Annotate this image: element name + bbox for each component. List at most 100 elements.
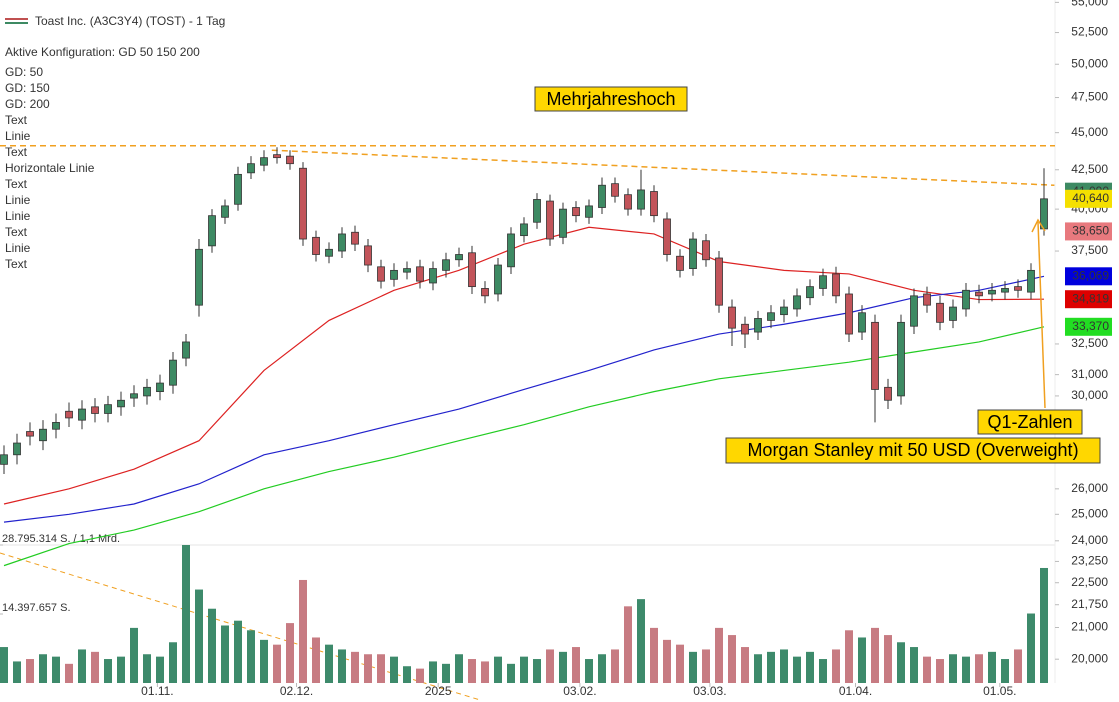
candle-body: [39, 428, 47, 442]
x-tick-label: 01.05.: [983, 684, 1016, 698]
y-tick-label: 30,000: [1071, 388, 1108, 402]
volume-bar: [234, 620, 242, 683]
candle-body: [13, 442, 21, 456]
candle-body: [1014, 286, 1022, 291]
candle-body: [910, 295, 918, 327]
volume-bar: [403, 666, 411, 683]
volume-bar: [117, 656, 125, 683]
legend-item: Horizontale Linie: [5, 161, 95, 175]
volume-bar: [923, 656, 931, 683]
price-label: 40,640: [1072, 191, 1109, 205]
y-tick-label: 21,750: [1071, 597, 1108, 611]
volume-bar: [312, 637, 320, 683]
legend-item: Linie: [5, 129, 31, 143]
price-label-box: [1065, 189, 1112, 208]
x-tick-label: 2025: [425, 684, 452, 698]
candle-body: [988, 289, 996, 295]
volume-bar: [260, 639, 268, 683]
volume-bar: [754, 654, 762, 683]
volume-bar: [702, 649, 710, 683]
candle-body: [650, 191, 658, 217]
candle-body: [884, 386, 892, 401]
candle-body: [936, 302, 944, 323]
candle-body: [273, 154, 281, 159]
candle-body: [871, 321, 879, 390]
y-tick-label: 32,500: [1071, 336, 1108, 350]
volume-bar: [273, 644, 281, 683]
volume-bar: [1014, 649, 1022, 683]
volume-bar: [767, 651, 775, 683]
candle-body: [468, 252, 476, 288]
candle-body: [91, 406, 99, 414]
candle-body: [377, 266, 385, 282]
volume-bar: [0, 647, 8, 683]
moving-average: [3, 326, 1045, 567]
candle-body: [702, 240, 710, 261]
volume-bar: [65, 663, 73, 683]
candle-body: [390, 269, 398, 280]
volume-bar: [338, 649, 346, 683]
volume-bar: [897, 642, 905, 683]
y-tick-label: 55,000: [1071, 0, 1108, 9]
y-tick-label: 52,500: [1071, 25, 1108, 39]
volume-bar: [13, 661, 21, 683]
candle-body: [832, 273, 840, 297]
volume-bar: [572, 647, 580, 683]
volume-bar: [208, 608, 216, 683]
y-tick-label: 22,500: [1071, 575, 1108, 589]
price-label-box: [1065, 290, 1112, 309]
x-tick-label: 03.03.: [693, 684, 726, 698]
volume-bar: [520, 656, 528, 683]
volume-bar: [247, 630, 255, 683]
candle-body: [728, 306, 736, 329]
price-label: 38,650: [1072, 224, 1109, 238]
volume-bar: [299, 579, 307, 683]
y-tick-label: 23,250: [1071, 554, 1108, 568]
candle-body: [845, 293, 853, 335]
candle-body: [312, 236, 320, 255]
volume-bar: [351, 651, 359, 683]
volume-bar: [91, 651, 99, 683]
volume-bar: [637, 599, 645, 683]
price-label-box: [1065, 317, 1112, 336]
annotation-box: [534, 86, 688, 112]
candle-body: [520, 223, 528, 237]
candle-body: [546, 200, 554, 240]
candle-body: [182, 341, 190, 359]
volume-bar: [988, 651, 996, 683]
x-tick-label: 01.11.: [141, 684, 173, 698]
candle-body: [351, 231, 359, 245]
candle-body: [598, 184, 606, 208]
volume-bar: [1001, 659, 1009, 683]
x-tick-label: 03.02.: [563, 684, 596, 698]
price-label-box: [1065, 222, 1112, 241]
candle-body: [1027, 269, 1035, 293]
volume-bar: [286, 623, 294, 683]
candle-body: [949, 306, 957, 321]
title-icon: [5, 18, 28, 24]
candle-body: [585, 205, 593, 218]
candle-body: [156, 382, 164, 393]
candle-body: [52, 422, 60, 430]
volume-bar: [728, 635, 736, 683]
legend-item: Text: [5, 113, 28, 127]
annotation: Morgan Stanley mit 50 USD (Overweight): [747, 440, 1078, 460]
annotation: Mehrjahreshoch: [546, 89, 675, 109]
candle-body: [611, 183, 619, 197]
volume-bar: [715, 627, 723, 683]
volume-bar: [104, 659, 112, 683]
candle-body: [897, 321, 905, 397]
volume-bar: [481, 661, 489, 683]
volume-tick-label: 28.795.314 S. / 1,1 Mrd.: [2, 533, 120, 545]
y-tick-label: 42,500: [1071, 162, 1108, 176]
volume-bar: [377, 654, 385, 683]
volume-bar: [533, 659, 541, 683]
legend-item: Linie: [5, 193, 31, 207]
volume-bar: [845, 630, 853, 683]
candle-body: [403, 268, 411, 273]
candle-body: [767, 312, 775, 321]
y-tick-label: 45,000: [1071, 125, 1108, 139]
volume-bar: [741, 647, 749, 683]
candle-body: [715, 257, 723, 306]
